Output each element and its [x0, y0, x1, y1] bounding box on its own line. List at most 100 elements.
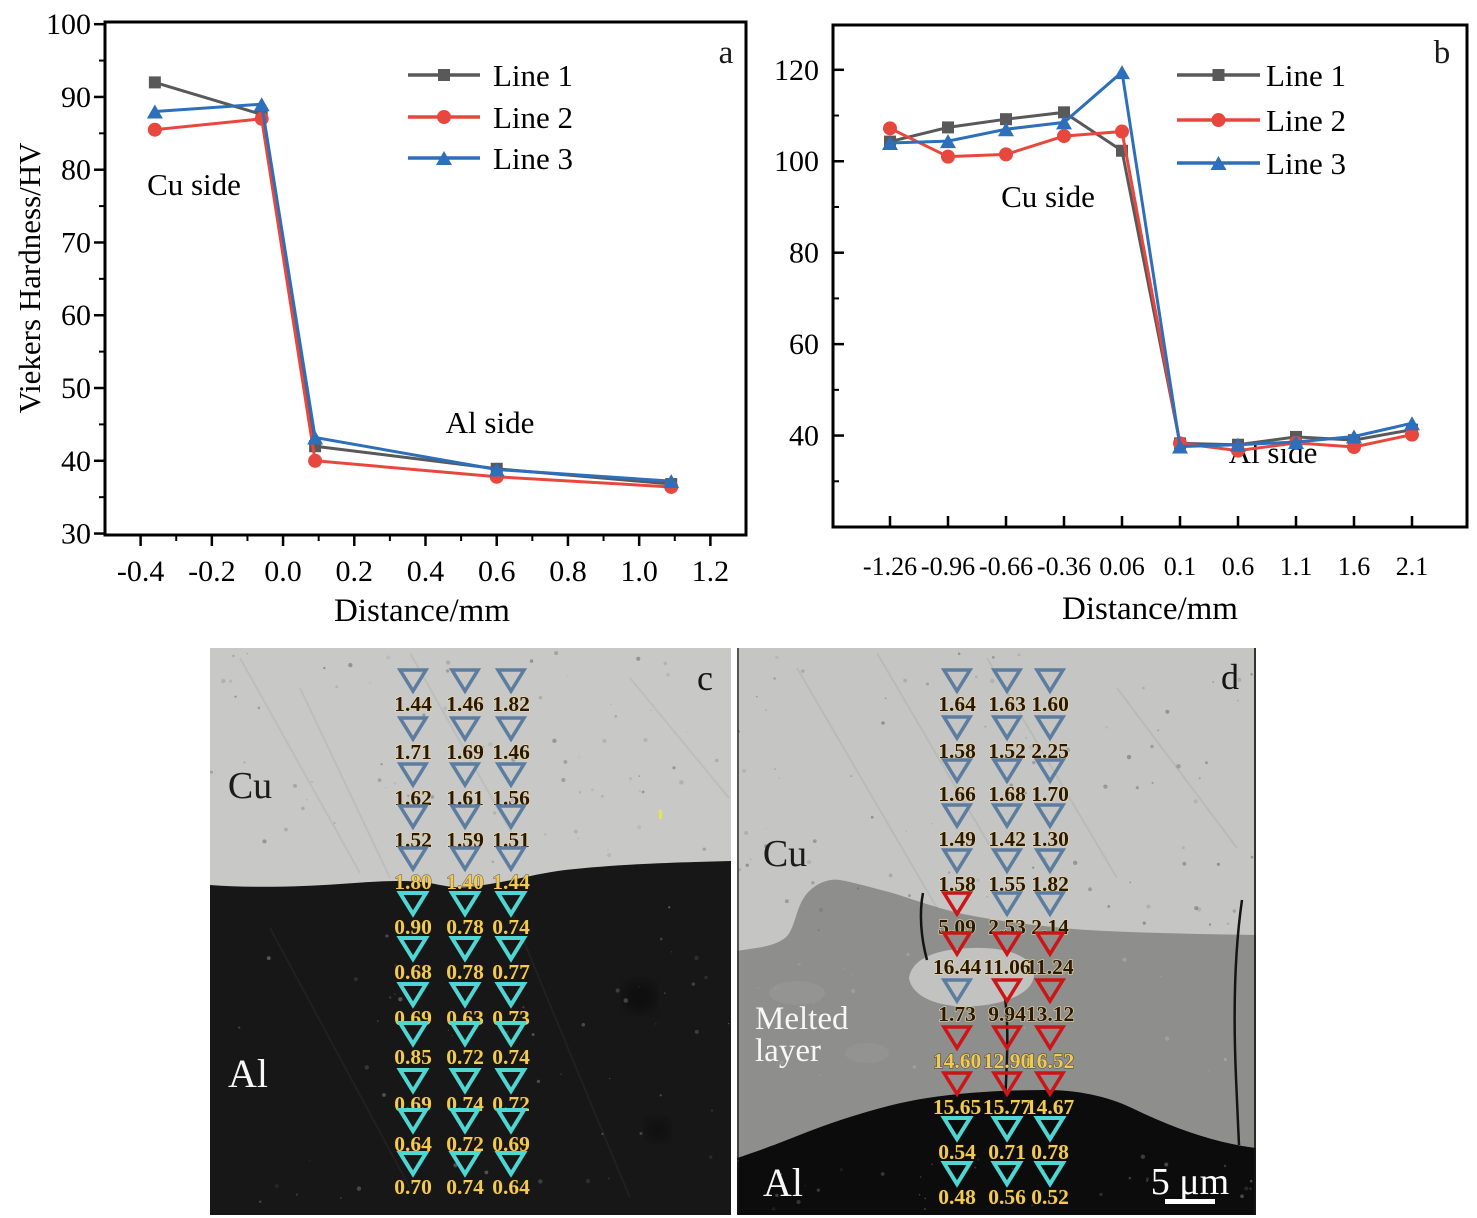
speckle [850, 775, 853, 778]
speckle [1072, 860, 1078, 866]
melt-patch [769, 981, 825, 1005]
speckle [1032, 760, 1036, 765]
speckle [552, 738, 557, 744]
data-point-marker-triangle [307, 430, 324, 445]
legend-label: Line 1 [493, 58, 573, 93]
data-point-marker-triangle [1114, 65, 1130, 80]
indent-marker-cyan-icon [396, 1068, 430, 1095]
speckle [1216, 862, 1220, 866]
speckle [377, 1020, 379, 1022]
legend-label: Line 2 [493, 100, 573, 135]
indent-marker-cyan-icon [396, 891, 430, 918]
annotation-cu-side-a: Cu side [147, 167, 241, 202]
legend-label: Line 1 [1266, 58, 1346, 93]
speckle [850, 974, 853, 977]
y-tick-label: 100 [46, 8, 91, 41]
speckle [339, 1196, 342, 1200]
hardness-value: 12.90 [983, 1049, 1031, 1073]
speckle [1107, 905, 1111, 908]
speckle [1145, 1177, 1150, 1181]
speckle [659, 937, 663, 941]
speckle [654, 1022, 657, 1025]
speckle [295, 1193, 299, 1196]
speckle [266, 956, 271, 961]
indent-marker-steel-icon [396, 716, 430, 743]
legend-marker-circle-icon [437, 110, 451, 124]
speckle [818, 907, 824, 913]
speckle [335, 685, 339, 689]
sem-micrograph-d: d Cu Melted layer Al 5 μm 1.64 1.63 1.60 1.… [737, 648, 1256, 1215]
speckle [714, 758, 719, 763]
series-line-1 [154, 80, 672, 486]
scratch-line [409, 652, 521, 849]
hardness-value: 1.64 [938, 692, 976, 716]
speckle [1128, 1176, 1132, 1180]
chart-panel-b: -1.26 -0.96 -0.66 -0.36 0.06 0.1 0.6 1.1 1.6 2.1 4… [774, 23, 1469, 581]
speckle [262, 839, 267, 844]
speckle [607, 1177, 610, 1180]
speckle [765, 828, 767, 830]
crack-line [919, 892, 929, 961]
speckle [311, 780, 313, 783]
hardness-value: 0.71 [988, 1140, 1026, 1164]
speckle [770, 1055, 774, 1059]
speckle [578, 791, 582, 794]
speckle [664, 992, 666, 994]
hardness-value: 14.60 [933, 1049, 981, 1073]
speckle [398, 997, 403, 1002]
speckle [430, 795, 435, 799]
indent-marker-steel-icon [448, 762, 482, 789]
speckle [308, 1159, 311, 1161]
melted-layer-region [737, 879, 1256, 1158]
y-tick-label: 60 [61, 299, 91, 332]
indent-marker-steel-icon [1033, 668, 1067, 695]
speckle [638, 775, 641, 777]
speckle [672, 766, 676, 770]
hardness-value: 1.46 [492, 740, 530, 764]
speckle [774, 987, 777, 990]
x-tick-label: 1.1 [1280, 552, 1313, 581]
speckle [1142, 686, 1145, 690]
speckle [1126, 754, 1132, 760]
data-point-marker-triangle [1288, 434, 1304, 449]
speckle [1122, 957, 1127, 962]
indent-marker-red-icon [1033, 1025, 1067, 1052]
indent-marker-cyan-icon [1033, 1161, 1067, 1188]
indent-marker-red-icon [1033, 978, 1067, 1005]
y-tick-label: 80 [61, 154, 91, 187]
legend-label: Line 2 [1266, 103, 1346, 138]
speckle [1198, 777, 1201, 780]
speckle [737, 730, 741, 733]
speckle [481, 745, 485, 749]
speckle [1176, 764, 1181, 769]
speckle [813, 1002, 815, 1005]
legend-marker-triangle-icon [436, 151, 452, 165]
hardness-value: 1.66 [938, 782, 976, 806]
speckle [737, 868, 742, 872]
speckle [939, 966, 941, 968]
hardness-value: 0.78 [446, 960, 484, 984]
x-tick-label: 0.6 [478, 555, 516, 588]
data-point-marker-circle [883, 121, 897, 136]
speckle [888, 873, 893, 878]
speckle [727, 1022, 730, 1025]
hardness-value: 14.67 [1026, 1095, 1075, 1119]
sem-micrograph-c: c Cu Al 1.44 1.46 1.821.71 1.69 1.461.62 1.61… [210, 648, 731, 1215]
panel-letter-d: d [1221, 657, 1239, 697]
indent-marker-cyan-icon [494, 1108, 528, 1135]
hardness-value: 0.85 [394, 1045, 432, 1069]
indent-marker-red-icon [940, 891, 974, 918]
speckle [384, 786, 387, 789]
hardness-value: 0.68 [394, 960, 432, 984]
data-point-marker-circle [999, 147, 1013, 162]
speckle [221, 678, 226, 684]
hardness-value: 16.52 [1026, 1049, 1074, 1073]
speckle [445, 669, 450, 673]
speckle [1212, 681, 1215, 683]
y-tick-label: 70 [61, 226, 91, 259]
speckle [1099, 1192, 1103, 1197]
annotation-al-side-a: Al side [446, 405, 535, 440]
speckle [679, 780, 684, 785]
speckle [406, 794, 410, 797]
speckle [780, 1173, 783, 1175]
